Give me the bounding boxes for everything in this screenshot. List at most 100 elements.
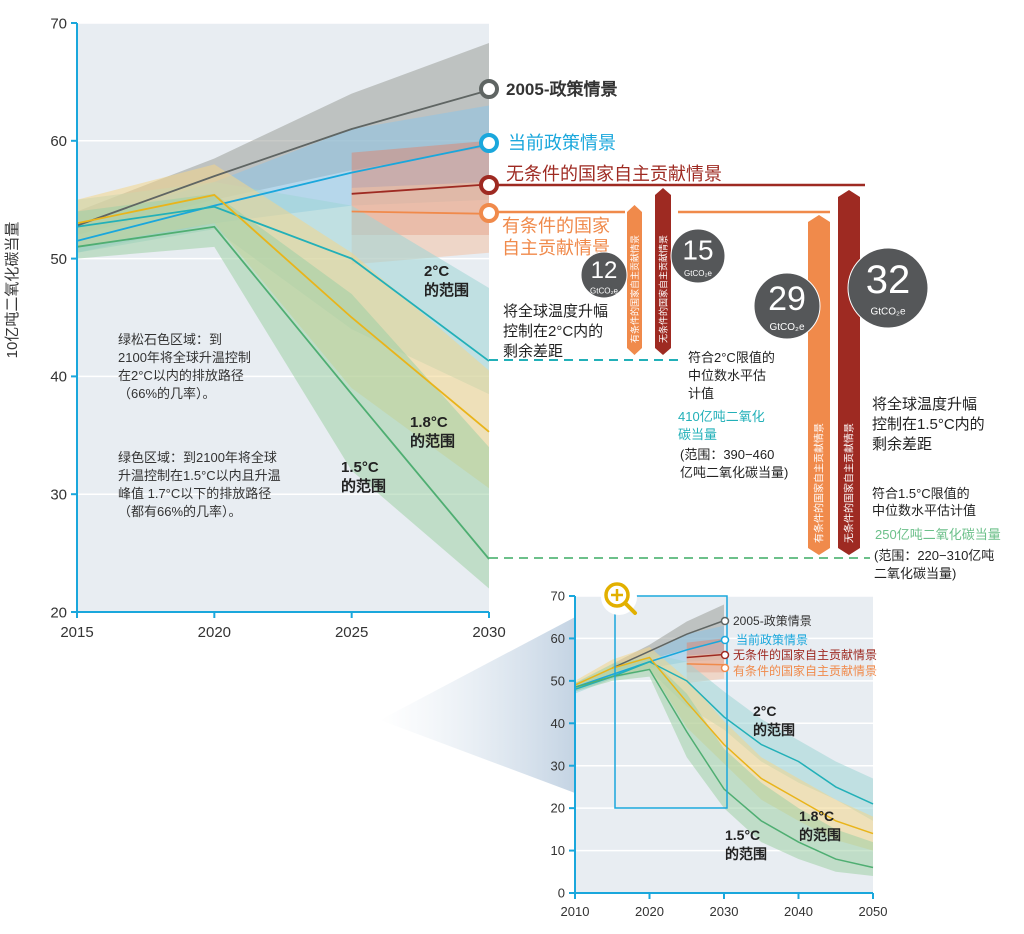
current-policy-marker (479, 133, 499, 153)
x-tick-label: 2040 (784, 904, 813, 919)
main-lines (76, 89, 490, 560)
gap-value: 12 (591, 257, 618, 284)
note-line: 将全球温度升幅 (872, 395, 977, 413)
x-tick-label: 2015 (60, 624, 93, 641)
gap-bar-group: 有条件的国家自主贡献情景 29 GtCO₂e (753, 215, 830, 555)
legend-conditional: 有条件的国家自主贡献情景 (733, 663, 877, 678)
main-bands (77, 43, 489, 589)
range-2c-label: 2°C (424, 263, 449, 280)
gap-value: 15 (682, 234, 713, 265)
gap-bars: 有条件的国家自主贡献情景 12 GtCO₂e 无条件的国家自主贡献情景 15 GtCO₂e… (580, 188, 929, 555)
y-tick-label: 40 (50, 369, 67, 386)
y-tick-label: 60 (551, 631, 565, 646)
note-line: 将全球温度升幅 (503, 302, 608, 320)
range-15c-label-2: 的范围 (341, 477, 386, 495)
legend-marker (720, 663, 730, 673)
note-line: 亿吨二氧化碳当量) (680, 465, 788, 480)
legend-marker (720, 650, 730, 660)
note-line: 控制在1.5°C内的 (872, 416, 985, 433)
line-series-5 (76, 194, 490, 433)
x-tick-label: 2050 (859, 904, 888, 919)
gap-value-badge (753, 272, 821, 340)
x-tick-label: 2020 (635, 904, 664, 919)
gap-value-badge (580, 251, 628, 299)
y-tick-label: 20 (50, 604, 67, 621)
gap-2c-note: 将全球温度升幅 控制在2°C内的 剩余差距 (503, 302, 608, 360)
median-15c-note: 符合1.5°C限值的 中位数水平估计值 250亿吨二氧化碳当量 (范围：220−… (872, 486, 1001, 581)
note-line: 410亿吨二氧化 (678, 409, 765, 424)
gap-15c-note: 将全球温度升幅 控制在1.5°C内的 剩余差距 (872, 395, 985, 453)
gap-unit: GtCO₂e (871, 306, 906, 317)
band-series-6 (575, 657, 873, 877)
note-line: 剩余差距 (872, 435, 932, 453)
policy2005-label: 2005-政策情景 (506, 79, 617, 99)
note-line: 中位数水平估 (688, 368, 766, 383)
note-line: 在2°C以内的排放路径 (118, 368, 244, 383)
note-line: 控制在2°C内的 (503, 323, 603, 340)
x-tick-label: 2010 (561, 904, 590, 919)
note-line: 计值 (688, 386, 714, 401)
inset-range-15c-label: 1.5°C (725, 827, 760, 843)
y-tick-label: 20 (551, 801, 565, 816)
y-tick-label: 40 (551, 716, 565, 731)
y-tick-label: 60 (50, 133, 67, 150)
gap-bar-group: 无条件的国家自主贡献情景 32 GtCO₂e (838, 190, 929, 555)
x-tick-label: 2030 (710, 904, 739, 919)
note-line: (范围：390−460 (680, 447, 774, 462)
inset-range-2c-label: 2°C (753, 703, 777, 719)
note-line: 碳当量 (678, 427, 717, 442)
legend-unconditional: 无条件的国家自主贡献情景 (733, 647, 877, 662)
y-tick-label: 30 (50, 486, 67, 503)
zoom-connector-wedge (380, 596, 615, 808)
turquoise-note: 绿松石色区域：到 2100年将全球升温控制 在2°C以内的排放路径 （66%的几… (118, 332, 251, 401)
y-tick-label: 10 (551, 843, 565, 858)
policy2005-marker (479, 79, 499, 99)
y-tick-label: 70 (50, 15, 67, 32)
legend-policy2005: 2005-政策情景 (733, 614, 812, 628)
gap-value-badge (847, 247, 929, 329)
gap-unit: GtCO₂e (684, 269, 713, 278)
note-line: （都有66%的几率）。 (118, 504, 242, 519)
gap-bar-label: 有条件的国家自主贡献情景 (813, 423, 826, 543)
note-line: 升温控制在1.5°C以内且升温 (118, 468, 281, 483)
x-tick-label: 2020 (198, 624, 231, 641)
y-axis-label: 10亿吨二氧化碳当量 (4, 222, 21, 359)
gap-bar-group: 无条件的国家自主贡献情景 15 GtCO₂e (655, 188, 726, 355)
gap-bar (627, 205, 642, 355)
line-series-2 (351, 183, 490, 195)
note-line: 符合1.5°C限值的 (872, 486, 970, 501)
line-series-0 (611, 619, 725, 669)
inset-range-18c-label: 1.8°C (799, 808, 834, 824)
zoom-in-icon[interactable] (601, 579, 637, 615)
note-line: 250亿吨二氧化碳当量 (875, 527, 1001, 542)
note-line: 峰值 1.7°C以下的排放路径 (118, 486, 271, 501)
gap-value: 32 (866, 258, 911, 302)
gap-bar (655, 188, 671, 355)
current-policy-label: 当前政策情景 (508, 133, 616, 153)
y-tick-label: 70 (551, 589, 565, 604)
inset-zoom-frame (614, 595, 728, 809)
note-line: 绿松石色区域：到 (118, 332, 222, 347)
line-series-3 (351, 210, 490, 215)
inset-range-18c-label-2: 的范围 (799, 827, 841, 843)
note-line: （66%的几率）。 (118, 386, 216, 401)
line-series-1 (76, 143, 490, 242)
band-series-6 (77, 193, 489, 589)
gap-value: 29 (768, 280, 806, 318)
x-tick-label: 2025 (335, 624, 368, 641)
conditional-label-line2: 自主贡献情景 (502, 238, 610, 258)
y-tick-label: 0 (558, 886, 565, 901)
note-line: (范围：220−310亿吨 (874, 548, 994, 563)
gap-bar-label: 无条件的国家自主贡献情景 (843, 423, 856, 543)
range-15c-label: 1.5°C (341, 459, 379, 476)
gap-bar-group: 有条件的国家自主贡献情景 12 GtCO₂e (580, 205, 642, 355)
y-tick-label: 50 (50, 251, 67, 268)
note-line: 符合2°C限值的 (688, 350, 775, 365)
gap-unit: GtCO₂e (590, 286, 619, 295)
unconditional-label: 无条件的国家自主贡献情景 (506, 164, 722, 184)
line-series-4 (76, 205, 490, 362)
legend-marker (720, 635, 730, 645)
